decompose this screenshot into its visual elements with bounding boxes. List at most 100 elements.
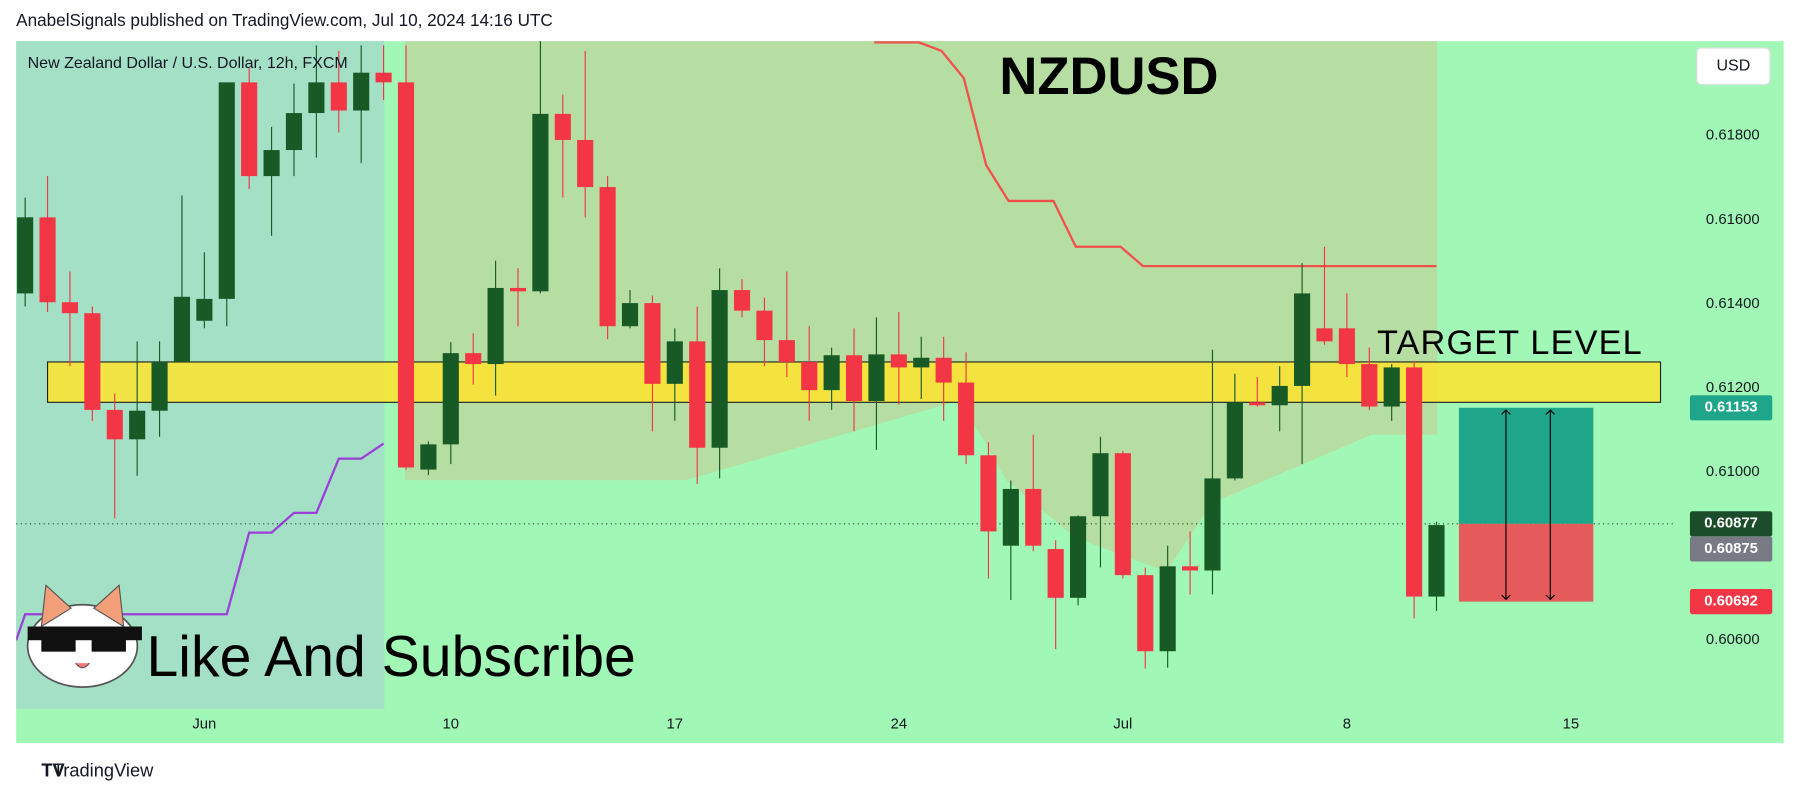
chart-title: NZDUSD xyxy=(999,47,1218,106)
plot xyxy=(16,41,1677,669)
price-tag xyxy=(1689,589,1773,615)
candle-body xyxy=(1406,367,1423,597)
price-tag-label: 0.61153 xyxy=(1705,400,1758,416)
candle-body xyxy=(1271,385,1288,406)
candle-body xyxy=(1114,453,1131,576)
footer-logo: TV xyxy=(41,760,65,781)
y-tick-label: 0.61000 xyxy=(1706,464,1760,480)
footer-brand: TradingView xyxy=(53,760,154,781)
indicator-line xyxy=(16,442,385,641)
y-tick-label: 0.61800 xyxy=(1706,128,1760,144)
candle-body xyxy=(285,113,303,151)
x-tick-label: 24 xyxy=(891,717,908,733)
candle-body xyxy=(733,290,751,311)
price-tag xyxy=(1689,395,1773,421)
candle-body xyxy=(621,303,639,327)
subtitle: New Zealand Dollar / U.S. Dollar, 12h, F… xyxy=(28,55,348,72)
y-tick-label: 0.60600 xyxy=(1706,632,1760,648)
candle-body xyxy=(1316,328,1333,342)
candle-body xyxy=(1249,402,1266,406)
candle-body xyxy=(84,313,101,410)
candle-body xyxy=(1294,293,1311,386)
currency[interactable]: USD xyxy=(1716,58,1750,75)
price-tag-label: 0.60877 xyxy=(1704,516,1758,532)
candle-body xyxy=(1383,367,1400,407)
candle-body xyxy=(465,353,482,365)
candle-body xyxy=(935,357,952,383)
candle-body xyxy=(375,72,392,83)
indicator-line xyxy=(874,41,1437,268)
candle-body xyxy=(218,82,235,299)
candle-body xyxy=(106,409,123,440)
candle-body xyxy=(129,410,146,440)
currency-box[interactable] xyxy=(1696,47,1771,86)
candle-body xyxy=(823,355,840,391)
promo-text: Like And Subscribe xyxy=(147,625,636,689)
candle-body xyxy=(61,302,79,314)
candle-body xyxy=(1226,402,1243,479)
candle-body xyxy=(1092,453,1109,517)
candle-body xyxy=(17,217,34,294)
candle-body xyxy=(509,287,527,292)
candle-body xyxy=(1002,488,1019,546)
candle-body xyxy=(890,354,907,368)
y-tick-label: 0.61400 xyxy=(1706,296,1760,312)
header: AnabelSignals published on TradingView.c… xyxy=(16,10,553,30)
candle-body xyxy=(39,217,56,303)
candle-body xyxy=(353,72,370,111)
candle-body xyxy=(1069,516,1087,598)
price-tag xyxy=(1689,536,1773,562)
candle-body xyxy=(666,341,683,384)
candle-body xyxy=(173,296,191,362)
candle-body xyxy=(1047,549,1064,598)
loss-area xyxy=(1458,523,1594,602)
candle-body xyxy=(778,340,795,362)
candle-body xyxy=(554,113,571,140)
y-tick-label: 0.61200 xyxy=(1706,380,1760,396)
cloud-middle xyxy=(404,41,1438,572)
candle-body xyxy=(1428,525,1445,597)
candle-body xyxy=(644,303,661,384)
candle-body xyxy=(397,82,415,468)
x-tick-label: 15 xyxy=(1563,717,1580,733)
x-tick-label: 17 xyxy=(667,717,684,733)
candle-body xyxy=(913,357,930,368)
candle-body xyxy=(1204,478,1221,571)
candle-body xyxy=(957,382,975,456)
candle-body xyxy=(689,341,706,448)
candle-body xyxy=(711,290,728,448)
candle-body xyxy=(263,150,280,177)
candle-body xyxy=(308,82,325,114)
candle-body xyxy=(1361,364,1378,407)
x-tick-label: 8 xyxy=(1343,717,1351,733)
price-tag-label: 0.60692 xyxy=(1704,594,1758,610)
candle-body xyxy=(241,82,258,177)
y-tick-label: 0.61600 xyxy=(1706,212,1760,228)
profit-area xyxy=(1458,407,1594,524)
x-tick-label: 10 xyxy=(443,717,460,733)
price-tag-label: 0.60875 xyxy=(1704,541,1758,557)
candle-body xyxy=(1182,566,1199,571)
candle-body xyxy=(868,354,885,402)
candle-body xyxy=(801,361,818,391)
candle-body xyxy=(420,444,437,470)
candle-body xyxy=(196,298,213,321)
candle-body xyxy=(330,82,347,111)
candle-body xyxy=(442,353,459,445)
candle-body xyxy=(845,355,863,402)
candle-body xyxy=(756,310,773,341)
x-tick-label: Jul xyxy=(1113,717,1132,733)
candle-body xyxy=(1338,328,1355,365)
candle-body xyxy=(1025,488,1042,546)
candle-body xyxy=(532,113,549,292)
x-tick-label: Jun xyxy=(192,717,216,733)
price-tag xyxy=(1689,511,1773,537)
candle-body xyxy=(1137,575,1154,652)
zone-label: TARGET LEVEL xyxy=(1377,324,1643,362)
candle-body xyxy=(487,287,504,365)
candle-body xyxy=(151,361,168,411)
candle-body xyxy=(1159,566,1176,652)
candle-body xyxy=(980,455,997,532)
